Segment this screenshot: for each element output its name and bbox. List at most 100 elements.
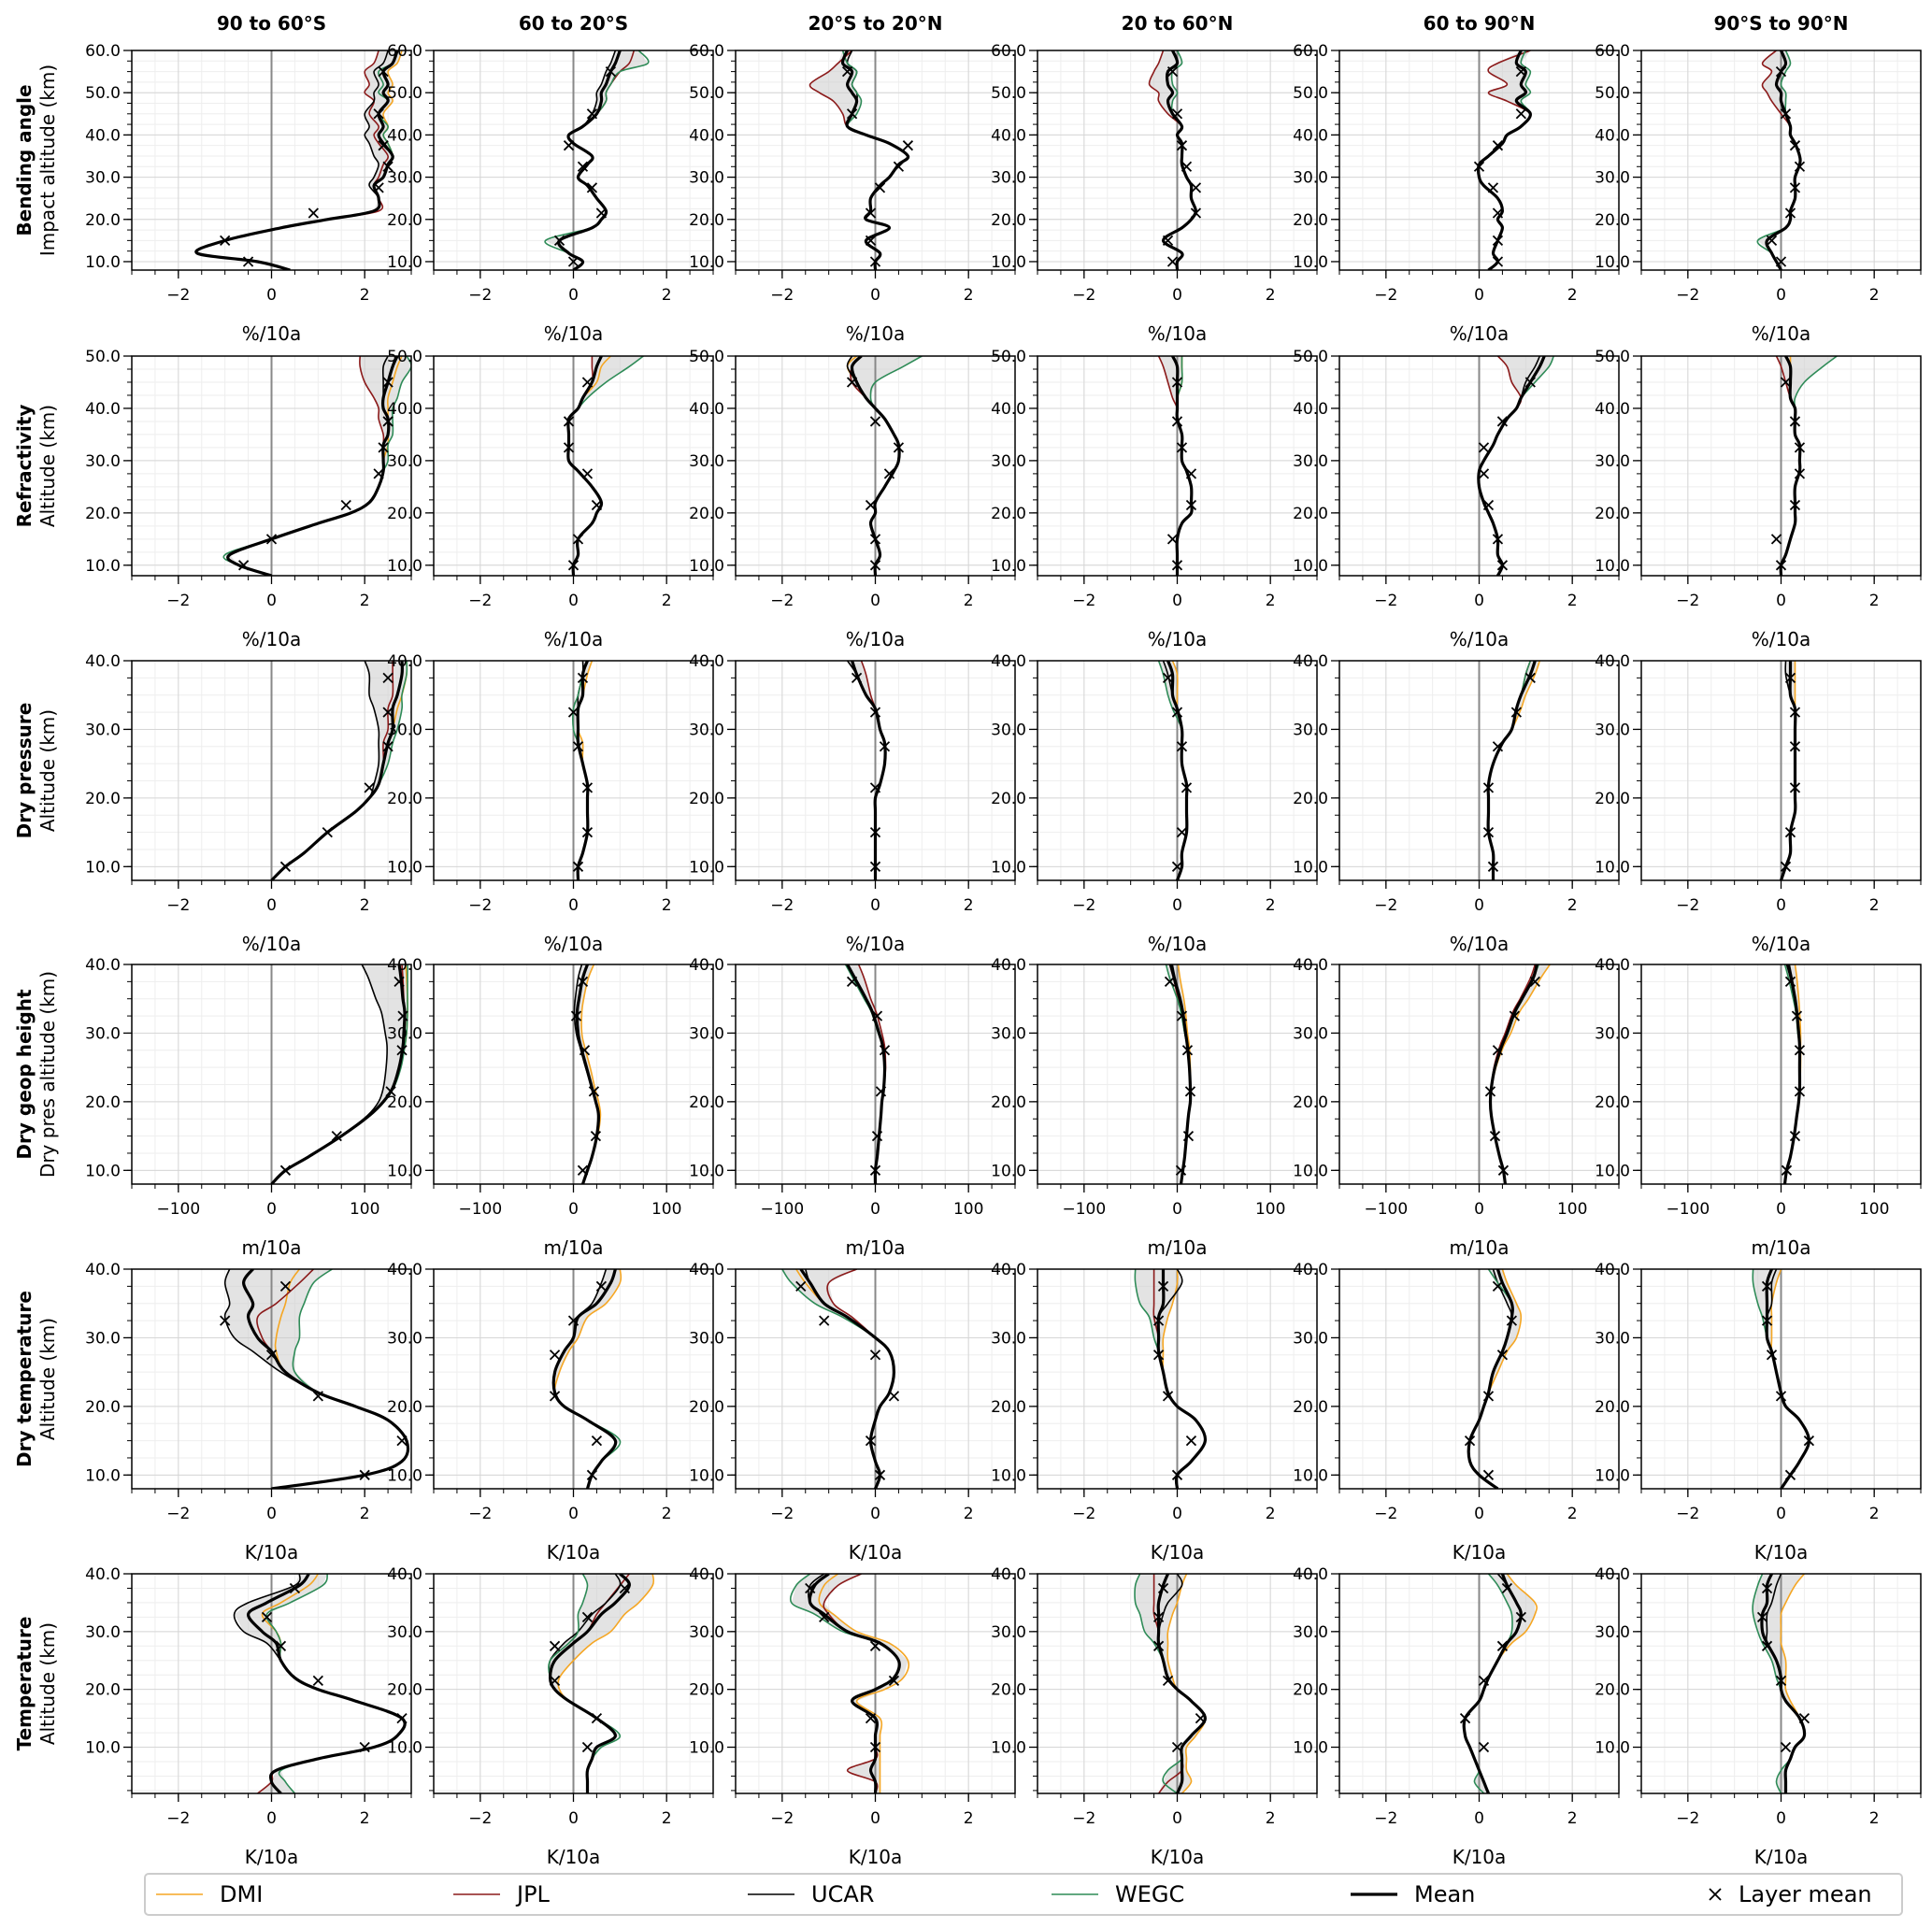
x-tick-label: 2 — [360, 1505, 370, 1523]
plot-area — [570, 964, 602, 1184]
y-tick-label: 40.0 — [85, 1261, 121, 1279]
spread-band — [809, 50, 909, 270]
series-line-wegc — [781, 1269, 895, 1489]
series-line-wegc — [195, 50, 398, 270]
y-tick-label: 10.0 — [387, 1466, 422, 1485]
panel: −100 0 100 m/10a 10.0 20.0 30.0 40.0 — [991, 956, 1318, 1259]
layer-mean-marker — [308, 207, 319, 219]
series-line-dmi — [1478, 356, 1546, 576]
plot-area — [544, 50, 650, 270]
layer-mean-marker — [871, 1130, 883, 1142]
x-axis: −2 0 2 %/10a — [1338, 270, 1620, 345]
y-tick-label: 10.0 — [991, 1466, 1026, 1485]
y-tick-label: 30.0 — [387, 452, 422, 471]
layer-mean-marker — [1492, 207, 1504, 219]
y-tick-label: 10.0 — [1293, 1466, 1328, 1485]
plot-area — [1157, 356, 1197, 576]
x-axis-label: K/10a — [1754, 1846, 1809, 1868]
layer-mean-marker — [591, 1435, 603, 1447]
y-tick-label: 30.0 — [689, 169, 724, 188]
y-tick-label: 40.0 — [689, 126, 724, 145]
x-axis-label: m/10a — [1450, 1236, 1510, 1259]
layer-mean-marker — [394, 976, 405, 987]
x-axis: −100 0 100 m/10a — [433, 1184, 714, 1259]
y-tick-label: 40.0 — [1595, 1261, 1630, 1279]
series-line-mean — [226, 356, 399, 576]
plot-area — [233, 1574, 408, 1793]
layer-mean-marker — [888, 1391, 900, 1402]
y-tick-label: 10.0 — [991, 557, 1026, 576]
y-tick-label: 30.0 — [387, 1024, 422, 1043]
layer-mean-marker — [567, 256, 580, 267]
x-tick-label: −2 — [1072, 592, 1095, 610]
layer-mean-marker — [1524, 377, 1536, 388]
series-line-jpl — [1478, 356, 1523, 576]
layer-mean-marker — [378, 140, 389, 151]
layer-mean-marker — [1780, 108, 1792, 120]
x-tick-label: 2 — [964, 1809, 974, 1828]
x-tick-label: 0 — [266, 1809, 277, 1828]
y-tick-label: 30.0 — [387, 721, 422, 739]
x-tick-label: −2 — [1374, 896, 1397, 915]
layer-mean-marker — [795, 1280, 807, 1292]
spread-band — [1781, 661, 1796, 880]
y-axis: 10.0 20.0 30.0 40.0 50.0 — [1595, 348, 1641, 576]
y-tick-label: 20.0 — [1293, 211, 1328, 230]
x-tick-label: 0 — [870, 1505, 880, 1523]
y-tick-label: 30.0 — [1293, 1623, 1328, 1642]
x-tick-label: 2 — [360, 286, 370, 305]
y-tick-label: 60.0 — [1293, 42, 1328, 61]
y-tick-label: 20.0 — [1293, 1093, 1328, 1112]
x-axis-label: %/10a — [242, 628, 301, 650]
layer-mean-marker — [275, 1640, 287, 1651]
layer-mean-marker — [865, 235, 877, 247]
layer-mean-marker — [1789, 707, 1801, 718]
layer-mean-marker — [1152, 1640, 1165, 1651]
x-axis-label: %/10a — [544, 933, 603, 955]
x-tick-label: 0 — [1776, 592, 1786, 610]
y-tick-label: 30.0 — [85, 1329, 121, 1348]
y-tick-label: 10.0 — [1595, 557, 1630, 576]
layer-mean-marker — [382, 707, 394, 718]
layer-mean-marker — [1171, 861, 1183, 872]
plot-area — [1464, 1269, 1523, 1489]
row-title: Dry geop height — [13, 989, 36, 1160]
y-axis: 10.0 20.0 30.0 40.0 50.0 60.0 — [1595, 42, 1641, 272]
layer-mean-marker — [591, 1712, 603, 1724]
column-title: 60 to 90°N — [1424, 12, 1536, 35]
panel: −2 0 2 %/10a 10.0 20.0 30.0 40.0 50.0 60.0 — [1293, 42, 1620, 345]
legend: DMI JPL UCAR WEGC Mean Layer mean — [144, 1873, 1903, 1916]
panel: −2 0 2 %/10a 10.0 20.0 30.0 40.0 50.0 — [991, 348, 1318, 650]
y-tick-label: 20.0 — [85, 790, 121, 808]
layer-mean-marker — [279, 1280, 292, 1292]
layer-mean-marker — [397, 1010, 408, 1021]
layer-mean-marker — [875, 1086, 887, 1097]
layer-mean-marker — [331, 1130, 342, 1142]
layer-mean-marker — [1775, 560, 1787, 571]
layer-mean-marker — [1181, 782, 1193, 793]
layer-mean-marker — [1496, 416, 1509, 427]
layer-mean-marker — [1515, 108, 1526, 120]
layer-mean-marker — [902, 140, 914, 151]
layer-mean-marker — [1185, 468, 1197, 479]
x-axis-label: %/10a — [1148, 628, 1207, 650]
y-tick-label: 20.0 — [387, 505, 422, 523]
panel: −2 0 2 K/10a 10.0 20.0 30.0 40.0 — [991, 1261, 1318, 1564]
column-title: 20°S to 20°N — [808, 12, 942, 35]
series-line-mean — [808, 1574, 901, 1793]
y-axis-label: Altitude (km) — [36, 1622, 59, 1745]
panel: −2 0 2 K/10a 10.0 20.0 30.0 40.0 — [991, 1565, 1318, 1868]
x-tick-label: −100 — [1364, 1200, 1408, 1219]
panel: −2 0 2 %/10a 10.0 20.0 30.0 40.0 50.0 60.0 — [1595, 42, 1922, 345]
y-tick-label: 30.0 — [387, 169, 422, 188]
y-tick-label: 60.0 — [387, 42, 422, 61]
x-tick-label: 0 — [1474, 592, 1484, 610]
x-axis-label: K/10a — [1151, 1541, 1205, 1564]
x-tick-label: −2 — [1072, 896, 1095, 915]
y-tick-label: 20.0 — [1293, 1398, 1328, 1417]
x-tick-label: 2 — [1567, 1809, 1578, 1828]
layer-mean-marker — [1152, 1315, 1165, 1326]
x-axis-label: %/10a — [846, 322, 905, 345]
layer-mean-marker — [1185, 1435, 1197, 1447]
y-tick-label: 20.0 — [991, 505, 1026, 523]
